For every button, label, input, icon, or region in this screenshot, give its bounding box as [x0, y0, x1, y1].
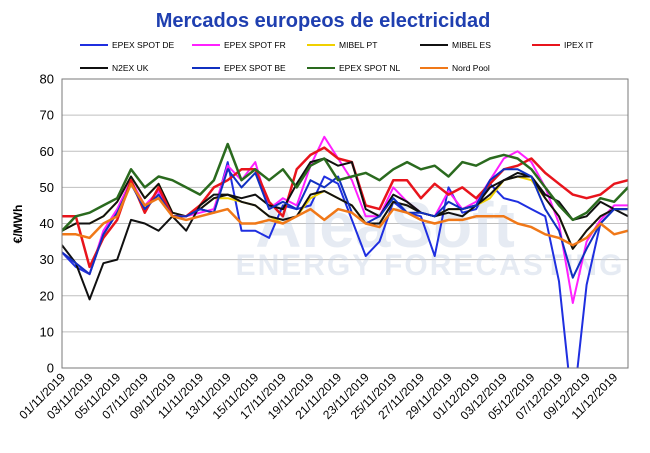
y-tick-label: 0 [47, 361, 54, 376]
series-line-ipex-it [62, 146, 628, 269]
y-axis-ticks: 0 10 20 30 40 50 60 70 80 [40, 72, 54, 376]
legend-label: IPEX IT [564, 40, 593, 50]
series-line-epex-spot-de [62, 161, 628, 368]
y-axis-label: €/MWh [11, 205, 25, 244]
legend-label: MIBEL PT [339, 40, 377, 50]
legend-label: MIBEL ES [452, 40, 491, 50]
legend-label: EPEX SPOT FR [224, 40, 286, 50]
legend-label: N2EX UK [112, 63, 149, 73]
y-tick-label: 40 [40, 216, 54, 231]
y-tick-label: 70 [40, 108, 54, 123]
x-axis-ticks: 01/11/201903/11/201905/11/201907/11/2019… [16, 370, 620, 423]
y-tick-label: 50 [40, 180, 54, 195]
series-line-epex-spot-nl [62, 142, 628, 232]
legend-label: EPEX SPOT DE [112, 40, 175, 50]
legend-label: EPEX SPOT BE [224, 63, 286, 73]
y-tick-label: 10 [40, 324, 54, 339]
y-tick-label: 80 [40, 72, 54, 87]
legend-label: Nord Pool [452, 63, 490, 73]
legend: EPEX SPOT DE EPEX SPOT FR MIBEL PT MIBEL ES… [80, 40, 593, 73]
legend-label: EPEX SPOT NL [339, 63, 401, 73]
series-line-epex-spot-be [62, 168, 628, 279]
series-line-nord-pool [62, 182, 628, 247]
series-lines [62, 135, 628, 368]
y-tick-label: 60 [40, 144, 54, 159]
chart-title: Mercados europeos de electricidad [156, 10, 491, 32]
plot-frame [61, 78, 629, 369]
y-tick-label: 30 [40, 252, 54, 267]
y-tick-label: 20 [40, 288, 54, 303]
